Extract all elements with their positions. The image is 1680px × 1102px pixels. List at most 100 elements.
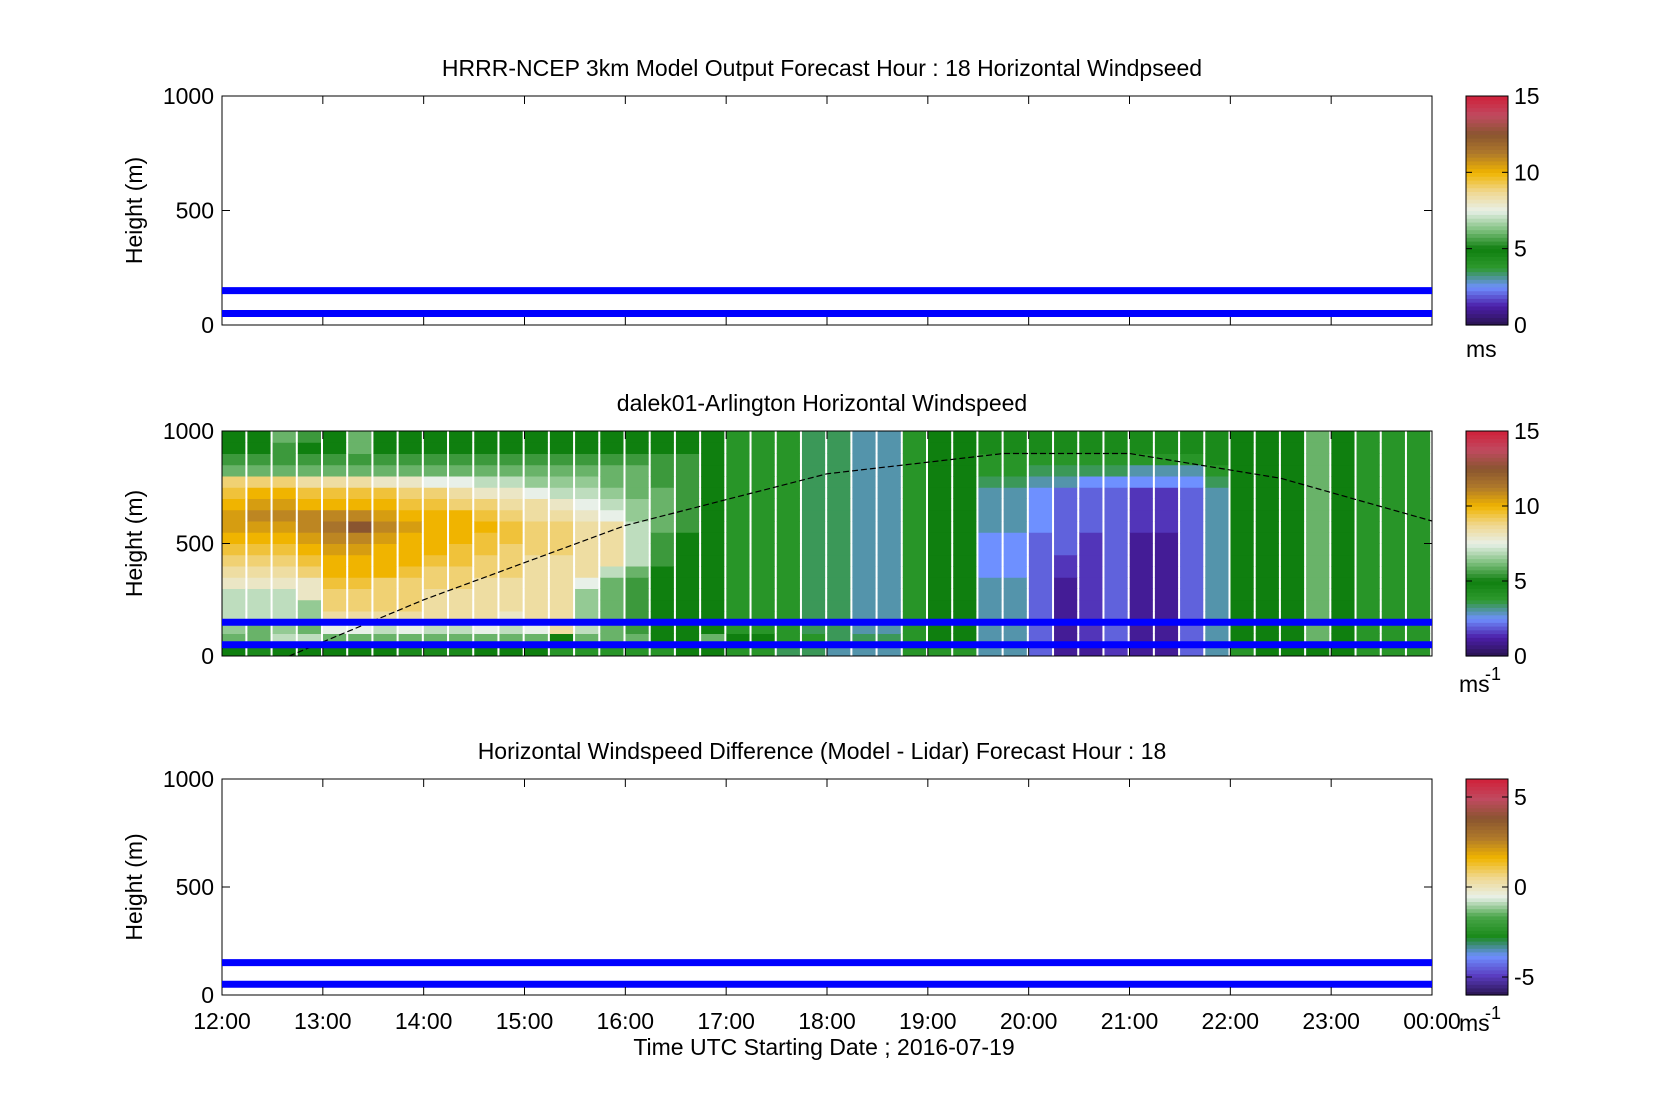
heatmap-cell (928, 498, 952, 511)
heatmap-cell (801, 566, 826, 578)
colorbar-tick-label: 0 (1514, 312, 1527, 338)
heatmap-cell (1331, 622, 1355, 634)
heatmap-cell (549, 588, 574, 601)
heatmap-cell (575, 532, 599, 544)
heatmap-cell (373, 487, 397, 499)
heatmap-cell (449, 543, 473, 556)
heatmap-cell (1054, 633, 1078, 646)
heatmap-cell (1054, 453, 1078, 466)
heatmap-cell (625, 588, 649, 601)
heatmap-cell (524, 566, 548, 578)
colorbar-segment (1466, 130, 1508, 135)
heatmap-cell (1230, 588, 1254, 601)
heatmap-cell (272, 442, 296, 454)
heatmap-cell (751, 577, 775, 589)
colorbar-segment (1466, 648, 1508, 653)
heatmap-cell (373, 622, 397, 634)
heatmap-cell (1306, 509, 1330, 522)
heatmap-cell (1306, 599, 1330, 612)
colorbar-segment (1466, 933, 1508, 938)
heatmap-cell (323, 431, 347, 443)
y-tick-label: 1000 (163, 418, 214, 444)
heatmap-cell (1381, 442, 1405, 454)
colorbar-segment (1466, 438, 1508, 443)
heatmap-cell (1129, 476, 1153, 488)
heatmap-cell (701, 487, 725, 499)
heatmap-cell (801, 532, 826, 544)
heatmap-cell (877, 431, 901, 443)
heatmap-cell (1104, 622, 1128, 634)
heatmap-cell (348, 476, 372, 488)
heatmap-cell (1356, 622, 1380, 634)
heatmap-cell (474, 509, 498, 522)
heatmap-cell (348, 498, 372, 511)
heatmap-cell (549, 644, 574, 657)
heatmap-cell (1381, 566, 1405, 578)
heatmap-cell (575, 588, 599, 601)
colorbar-segment (1466, 915, 1508, 920)
colorbar-segment (1466, 894, 1508, 899)
heatmap-cell (978, 611, 1002, 623)
heatmap-cell (1180, 453, 1204, 466)
heatmap-cell (726, 633, 750, 646)
heatmap-cell (1129, 622, 1153, 634)
heatmap-cell (877, 442, 901, 454)
colorbar-segment (1466, 446, 1508, 451)
heatmap-cell (474, 644, 498, 657)
heatmap-cell (827, 611, 851, 623)
heatmap-cell (776, 577, 800, 589)
heatmap-cell (1205, 588, 1229, 601)
colorbar-segment (1466, 442, 1508, 447)
colorbar-segment (1466, 218, 1508, 223)
heatmap-cell (852, 566, 876, 578)
heatmap-cell (1003, 644, 1027, 657)
heatmap-cell (650, 588, 674, 601)
heatmap-cell (1054, 554, 1078, 567)
heatmap-cell (222, 521, 246, 533)
heatmap-cell (449, 599, 473, 612)
heatmap-cell (726, 431, 750, 443)
heatmap-cell (1003, 453, 1027, 466)
heatmap-cell (1154, 532, 1179, 544)
heatmap-cell (1306, 532, 1330, 544)
heatmap-cell (1104, 464, 1128, 477)
heatmap-cell (852, 476, 876, 488)
heatmap-cell (323, 509, 347, 522)
heatmap-cell (1356, 464, 1380, 477)
heatmap-cell (801, 577, 826, 589)
heatmap-cell (1180, 521, 1204, 533)
heatmap-cell (1104, 532, 1128, 544)
heatmap-cell (953, 498, 977, 511)
heatmap-cell (726, 566, 750, 578)
heatmap-cell (675, 464, 700, 477)
heatmap-cell (1180, 577, 1204, 589)
heatmap-cell (1356, 487, 1380, 499)
colorbar-segment (1466, 779, 1508, 784)
colorbar-segment (1466, 449, 1508, 455)
heatmap-cell (1054, 498, 1078, 511)
heatmap-cell (1306, 611, 1330, 623)
heatmap-cell (1280, 543, 1305, 556)
y-tick-label: 500 (176, 198, 214, 224)
heatmap-cell (1255, 644, 1279, 657)
heatmap-cell (1079, 566, 1103, 578)
heatmap-cell (852, 644, 876, 657)
heatmap-cell (449, 476, 473, 488)
heatmap-cell (222, 644, 246, 657)
heatmap-cell (751, 509, 775, 522)
heatmap-cell (1180, 532, 1204, 544)
colorbar-frame (1465, 430, 1509, 657)
heatmap-cell (1028, 476, 1053, 488)
heatmap-cell (1205, 577, 1229, 589)
heatmap-cell (449, 442, 473, 454)
heatmap-cell (877, 577, 901, 589)
x-tick-label: 21:00 (1101, 1008, 1159, 1034)
heatmap-cell (726, 509, 750, 522)
heatmap-cell (247, 453, 271, 466)
heatmap-cell (247, 644, 271, 657)
heatmap-cell (953, 442, 977, 454)
heatmap-cell (1255, 611, 1279, 623)
x-tick-label: 22:00 (1202, 1008, 1260, 1034)
heatmap-cell (1280, 453, 1305, 466)
colorbar-segment (1466, 603, 1508, 608)
